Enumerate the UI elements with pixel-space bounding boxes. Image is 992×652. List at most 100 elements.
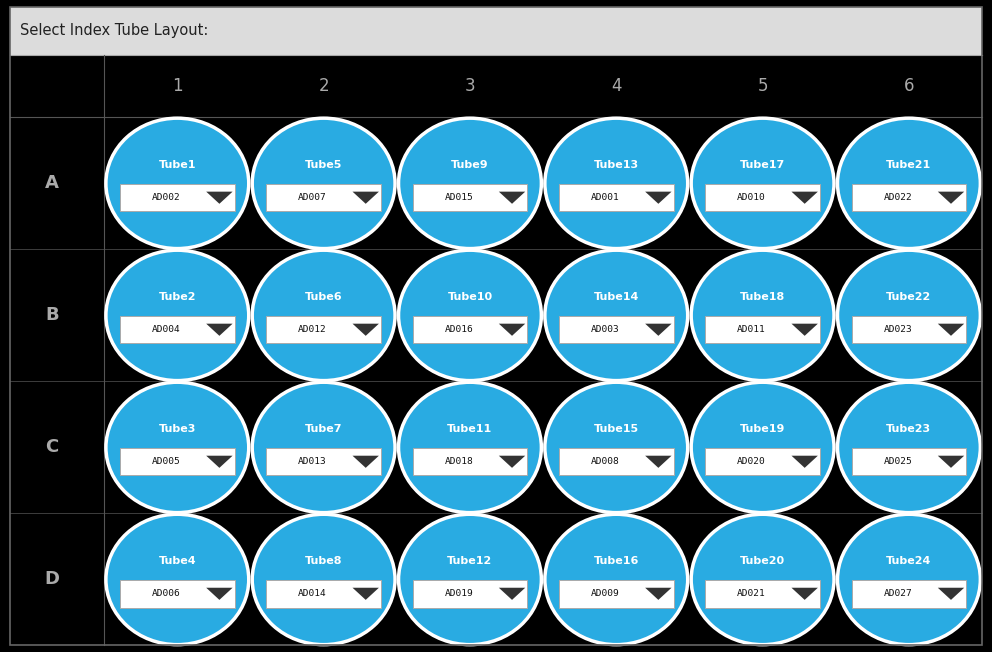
Ellipse shape <box>106 250 249 381</box>
Polygon shape <box>206 456 232 468</box>
Text: Select Index Tube Layout:: Select Index Tube Layout: <box>20 23 208 38</box>
Ellipse shape <box>399 250 542 381</box>
Text: AD009: AD009 <box>591 589 620 599</box>
Text: AD018: AD018 <box>444 457 473 466</box>
Text: C: C <box>46 438 59 456</box>
Text: AD012: AD012 <box>299 325 327 334</box>
Ellipse shape <box>837 514 980 645</box>
Text: AD008: AD008 <box>591 457 620 466</box>
Ellipse shape <box>252 118 395 248</box>
FancyBboxPatch shape <box>266 448 381 475</box>
Text: Tube10: Tube10 <box>447 292 492 302</box>
Ellipse shape <box>691 382 834 512</box>
FancyBboxPatch shape <box>266 580 381 608</box>
Ellipse shape <box>691 250 834 381</box>
Ellipse shape <box>691 514 834 645</box>
Text: Tube23: Tube23 <box>887 424 931 434</box>
Text: AD027: AD027 <box>884 589 913 599</box>
Text: Tube12: Tube12 <box>447 556 493 566</box>
Polygon shape <box>352 192 379 204</box>
Text: AD013: AD013 <box>299 457 327 466</box>
FancyBboxPatch shape <box>705 580 820 608</box>
Text: AD003: AD003 <box>591 325 620 334</box>
Ellipse shape <box>106 118 249 248</box>
Ellipse shape <box>837 382 980 512</box>
Text: 3: 3 <box>464 78 475 95</box>
FancyBboxPatch shape <box>705 184 820 211</box>
Polygon shape <box>645 456 672 468</box>
FancyBboxPatch shape <box>558 184 674 211</box>
Text: Tube8: Tube8 <box>305 556 342 566</box>
FancyBboxPatch shape <box>120 184 235 211</box>
FancyBboxPatch shape <box>413 448 528 475</box>
Text: Tube11: Tube11 <box>447 424 493 434</box>
Text: Tube18: Tube18 <box>740 292 786 302</box>
FancyBboxPatch shape <box>120 316 235 344</box>
Text: D: D <box>45 570 60 589</box>
Text: Tube1: Tube1 <box>159 160 196 170</box>
Polygon shape <box>499 323 525 336</box>
Text: Tube4: Tube4 <box>159 556 196 566</box>
Text: AD007: AD007 <box>299 193 327 202</box>
FancyBboxPatch shape <box>558 448 674 475</box>
FancyBboxPatch shape <box>851 316 966 344</box>
FancyBboxPatch shape <box>413 316 528 344</box>
Text: AD005: AD005 <box>152 457 181 466</box>
Ellipse shape <box>691 118 834 248</box>
Ellipse shape <box>106 382 249 512</box>
Ellipse shape <box>545 382 687 512</box>
Ellipse shape <box>252 250 395 381</box>
FancyBboxPatch shape <box>266 316 381 344</box>
Polygon shape <box>352 456 379 468</box>
Text: Tube24: Tube24 <box>886 556 931 566</box>
Text: Tube17: Tube17 <box>740 160 786 170</box>
Polygon shape <box>937 456 964 468</box>
Polygon shape <box>937 192 964 204</box>
Text: AD015: AD015 <box>444 193 473 202</box>
Text: 1: 1 <box>172 78 183 95</box>
Text: A: A <box>46 174 59 192</box>
Text: AD021: AD021 <box>737 589 766 599</box>
Text: Tube13: Tube13 <box>594 160 639 170</box>
Text: Tube15: Tube15 <box>594 424 639 434</box>
Polygon shape <box>206 192 232 204</box>
Text: AD020: AD020 <box>737 457 766 466</box>
Text: Tube20: Tube20 <box>740 556 785 566</box>
Polygon shape <box>206 323 232 336</box>
Polygon shape <box>645 323 672 336</box>
FancyBboxPatch shape <box>705 448 820 475</box>
Ellipse shape <box>399 118 542 248</box>
FancyBboxPatch shape <box>851 184 966 211</box>
Text: Tube5: Tube5 <box>305 160 342 170</box>
Text: Tube3: Tube3 <box>159 424 196 434</box>
Text: Tube16: Tube16 <box>593 556 639 566</box>
Text: AD001: AD001 <box>591 193 620 202</box>
FancyBboxPatch shape <box>413 580 528 608</box>
Text: AD014: AD014 <box>299 589 327 599</box>
Text: AD016: AD016 <box>444 325 473 334</box>
Text: AD022: AD022 <box>884 193 913 202</box>
Polygon shape <box>352 323 379 336</box>
Ellipse shape <box>252 514 395 645</box>
FancyBboxPatch shape <box>558 580 674 608</box>
Polygon shape <box>352 587 379 600</box>
FancyBboxPatch shape <box>558 316 674 344</box>
Text: AD011: AD011 <box>737 325 766 334</box>
FancyBboxPatch shape <box>413 184 528 211</box>
Polygon shape <box>645 192 672 204</box>
Ellipse shape <box>545 250 687 381</box>
FancyBboxPatch shape <box>120 448 235 475</box>
Ellipse shape <box>106 514 249 645</box>
Text: B: B <box>46 306 59 325</box>
Text: AD002: AD002 <box>152 193 181 202</box>
Text: 5: 5 <box>757 78 768 95</box>
Text: Tube6: Tube6 <box>305 292 342 302</box>
Text: 2: 2 <box>318 78 329 95</box>
Polygon shape <box>937 587 964 600</box>
Ellipse shape <box>252 382 395 512</box>
Text: Tube9: Tube9 <box>451 160 489 170</box>
FancyBboxPatch shape <box>10 7 982 55</box>
Polygon shape <box>499 192 525 204</box>
Text: AD025: AD025 <box>884 457 913 466</box>
Text: AD010: AD010 <box>737 193 766 202</box>
